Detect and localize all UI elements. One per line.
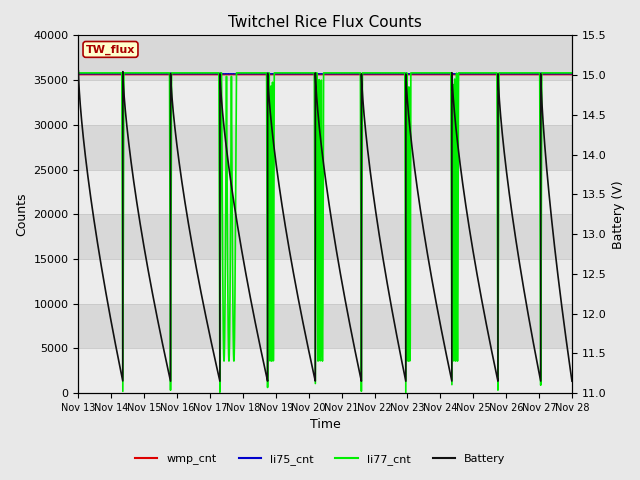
Y-axis label: Battery (V): Battery (V) [612, 180, 625, 249]
Y-axis label: Counts: Counts [15, 192, 28, 236]
Bar [79, 259, 572, 304]
Title: Twitchel Rice Flux Counts: Twitchel Rice Flux Counts [228, 15, 422, 30]
Text: TW_flux: TW_flux [86, 44, 135, 55]
Bar [79, 80, 572, 125]
Bar [79, 348, 572, 393]
Bar [79, 36, 572, 80]
Bar [79, 125, 572, 169]
Bar [79, 304, 572, 348]
Bar [79, 169, 572, 214]
Bar [79, 214, 572, 259]
X-axis label: Time: Time [310, 419, 340, 432]
Legend: wmp_cnt, li75_cnt, li77_cnt, Battery: wmp_cnt, li75_cnt, li77_cnt, Battery [131, 450, 509, 469]
